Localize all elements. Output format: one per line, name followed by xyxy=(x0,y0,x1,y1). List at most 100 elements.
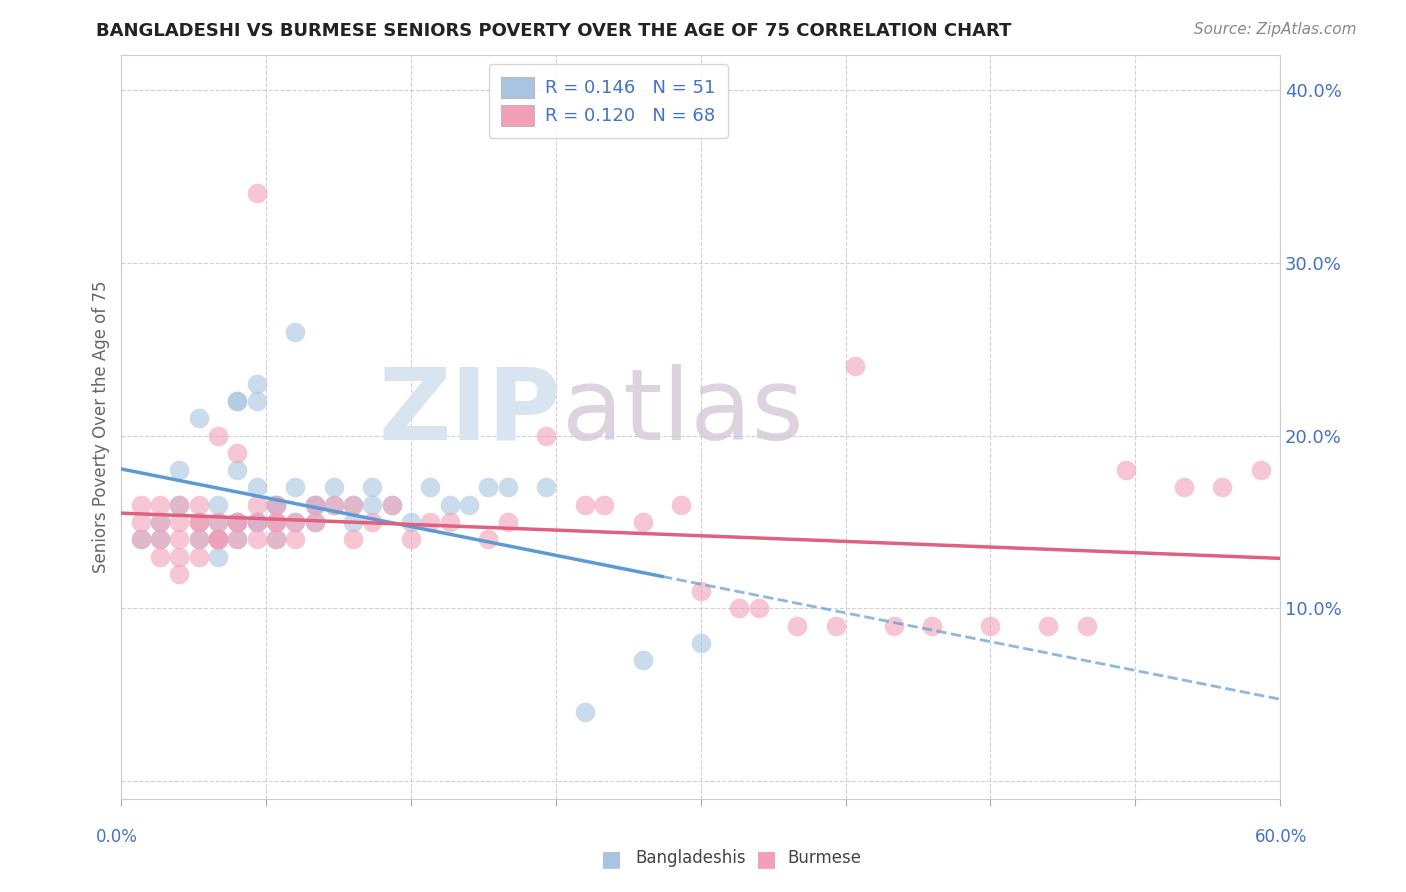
Point xyxy=(361,498,384,512)
Point xyxy=(284,533,307,547)
Point xyxy=(342,498,364,512)
Point xyxy=(844,359,866,374)
Point xyxy=(226,515,249,529)
Text: Source: ZipAtlas.com: Source: ZipAtlas.com xyxy=(1194,22,1357,37)
Point xyxy=(226,463,249,477)
Point xyxy=(246,186,269,201)
Point xyxy=(496,480,519,494)
Point xyxy=(536,480,558,494)
Point xyxy=(921,619,943,633)
Point xyxy=(264,498,287,512)
Point xyxy=(264,515,287,529)
Point xyxy=(169,463,191,477)
Point xyxy=(129,533,152,547)
Point xyxy=(304,498,326,512)
Point xyxy=(671,498,693,512)
Point xyxy=(264,515,287,529)
Point xyxy=(574,498,596,512)
Point xyxy=(496,515,519,529)
Point xyxy=(264,498,287,512)
Point xyxy=(246,480,269,494)
Text: ■: ■ xyxy=(602,849,621,869)
Text: atlas: atlas xyxy=(562,364,803,460)
Text: 60.0%: 60.0% xyxy=(1256,828,1308,846)
Point xyxy=(1115,463,1137,477)
Point xyxy=(149,533,172,547)
Point xyxy=(207,428,229,442)
Point xyxy=(246,515,269,529)
Text: Bangladeshis: Bangladeshis xyxy=(636,849,747,867)
Point xyxy=(149,515,172,529)
Point xyxy=(631,515,654,529)
Point xyxy=(419,480,441,494)
Point xyxy=(246,533,269,547)
Point xyxy=(1250,463,1272,477)
Point xyxy=(689,584,711,599)
Point xyxy=(226,533,249,547)
Point xyxy=(536,428,558,442)
Point xyxy=(129,515,152,529)
Point xyxy=(322,480,344,494)
Point xyxy=(786,619,808,633)
Point xyxy=(226,515,249,529)
Legend: R = 0.146   N = 51, R = 0.120   N = 68: R = 0.146 N = 51, R = 0.120 N = 68 xyxy=(488,64,727,138)
Point xyxy=(169,566,191,581)
Point xyxy=(593,498,616,512)
Point xyxy=(264,533,287,547)
Point xyxy=(284,325,307,339)
Point xyxy=(149,549,172,564)
Point xyxy=(689,636,711,650)
Point xyxy=(322,498,344,512)
Point xyxy=(284,515,307,529)
Text: 0.0%: 0.0% xyxy=(96,828,138,846)
Point xyxy=(477,533,499,547)
Point xyxy=(129,498,152,512)
Point xyxy=(246,376,269,391)
Point xyxy=(226,394,249,409)
Point xyxy=(304,515,326,529)
Point xyxy=(226,515,249,529)
Point xyxy=(748,601,770,615)
Point xyxy=(284,480,307,494)
Point xyxy=(419,515,441,529)
Point xyxy=(825,619,848,633)
Point xyxy=(149,498,172,512)
Point xyxy=(207,549,229,564)
Point xyxy=(574,705,596,719)
Point xyxy=(207,515,229,529)
Text: ■: ■ xyxy=(756,849,776,869)
Point xyxy=(361,515,384,529)
Point xyxy=(207,498,229,512)
Point xyxy=(246,515,269,529)
Point xyxy=(439,515,461,529)
Point xyxy=(361,480,384,494)
Point xyxy=(284,515,307,529)
Point xyxy=(477,480,499,494)
Text: BANGLADESHI VS BURMESE SENIORS POVERTY OVER THE AGE OF 75 CORRELATION CHART: BANGLADESHI VS BURMESE SENIORS POVERTY O… xyxy=(96,22,1011,40)
Point xyxy=(207,515,229,529)
Point xyxy=(264,533,287,547)
Point xyxy=(246,394,269,409)
Point xyxy=(399,515,422,529)
Point xyxy=(207,533,229,547)
Point xyxy=(381,498,404,512)
Point xyxy=(883,619,905,633)
Point xyxy=(169,549,191,564)
Point xyxy=(187,411,209,425)
Point xyxy=(342,533,364,547)
Point xyxy=(226,515,249,529)
Point xyxy=(129,533,152,547)
Point xyxy=(187,533,209,547)
Point xyxy=(187,498,209,512)
Point xyxy=(226,533,249,547)
Point xyxy=(169,533,191,547)
Point xyxy=(169,498,191,512)
Point xyxy=(226,394,249,409)
Point xyxy=(207,533,229,547)
Point xyxy=(304,498,326,512)
Point xyxy=(226,446,249,460)
Point xyxy=(979,619,1001,633)
Point xyxy=(246,515,269,529)
Point xyxy=(187,515,209,529)
Point xyxy=(1038,619,1060,633)
